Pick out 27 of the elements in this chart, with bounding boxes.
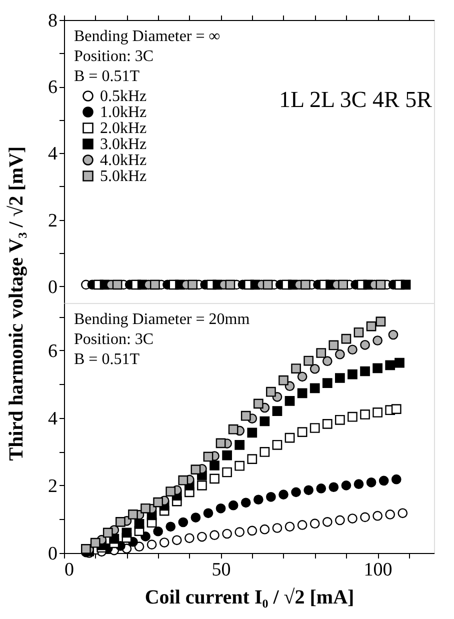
annotation: Bending Diameter = ∞ [74,28,220,45]
annotation: Bending Diameter = 20mm [74,311,250,328]
x-tick-label: 100 [364,560,392,580]
legend-label: 4.0kHz [100,152,147,169]
annotation: B = 0.51T [74,68,140,85]
annotation: Position: 3C [74,48,154,65]
x-tick-label: 0 [64,560,74,580]
y-tick-label: 0 [48,544,58,564]
y-tick-label: 4 [48,144,58,165]
y-tick-label: 0 [48,276,58,298]
y-tick-label: 2 [48,476,58,497]
y-tick-label: 6 [48,77,58,98]
legend-label: 2.0kHz [100,120,147,137]
legend-label: 0.5kHz [100,88,147,105]
legend-label: 5.0kHz [100,168,147,185]
annotation: Position: 3C [74,331,154,348]
y-tick-label: 2 [48,210,58,232]
legend-label: 1.0kHz [100,104,147,121]
annotation: 1L 2L 3C 4R 5R [279,87,433,112]
x-axis-title: Coil current I₀ / √2 [mA] [144,586,354,608]
annotation: B = 0.51T [74,351,140,368]
y-tick-label: 6 [48,340,58,362]
y-tick-label: 8 [48,10,58,32]
x-tick-label: 50 [212,560,231,580]
y-axis-title: Third harmonic voltage V₃ / √2 [mV] [6,146,28,461]
y-tick-label: 4 [48,408,58,430]
legend-label: 3.0kHz [100,136,147,153]
